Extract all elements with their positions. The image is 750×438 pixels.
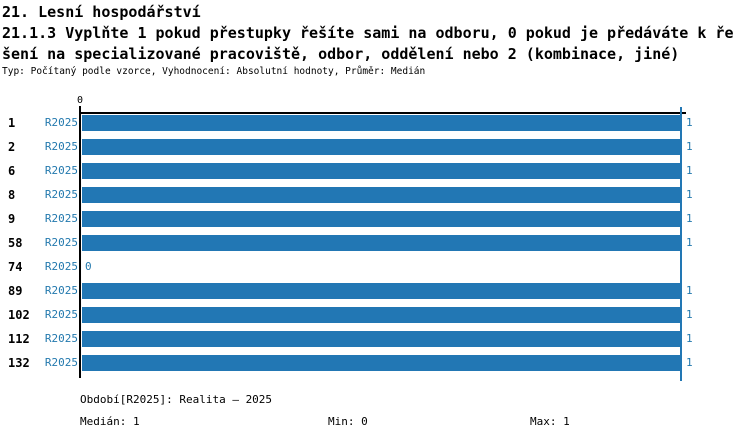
max-value-gridline (680, 107, 682, 381)
bar (82, 283, 680, 299)
row-category-label: 8 (8, 188, 16, 202)
row-series-label: R2025 (44, 260, 78, 273)
stat-median: Medián: 1 (80, 415, 140, 428)
row-category-label: 89 (8, 284, 23, 298)
x-axis-line (79, 112, 686, 114)
bar (82, 139, 680, 155)
bar-value-label: 1 (686, 308, 693, 321)
bar-value-label: 1 (686, 188, 693, 201)
bar (82, 187, 680, 203)
row-category-label: 6 (8, 164, 16, 178)
question-title-line2: šení na specializované pracoviště, odbor… (2, 45, 680, 63)
stat-max: Max: 1 (530, 415, 570, 428)
row-series-label: R2025 (44, 116, 78, 129)
row-series-label: R2025 (44, 212, 78, 225)
bar (82, 115, 680, 131)
x-axis-tick-label-zero: 0 (76, 95, 84, 106)
row-category-label: 112 (8, 332, 30, 346)
period-legend: Období[R2025]: Realita – 2025 (80, 393, 273, 406)
row-series-label: R2025 (44, 140, 78, 153)
bar (82, 235, 680, 251)
row-category-label: 2 (8, 140, 16, 154)
y-axis-line (79, 106, 81, 378)
row-category-label: 1 (8, 116, 16, 130)
bar-value-label: 1 (686, 332, 693, 345)
row-category-label: 102 (8, 308, 30, 322)
bar (82, 331, 680, 347)
bar-value-label: 1 (686, 356, 693, 369)
bar-value-label: 1 (686, 212, 693, 225)
section-title: 21. Lesní hospodářství (2, 3, 201, 21)
chart-meta-info: Typ: Počítaný podle vzorce, Vyhodnocení:… (2, 66, 426, 77)
row-series-label: R2025 (44, 332, 78, 345)
bar (82, 355, 680, 371)
row-series-label: R2025 (44, 308, 78, 321)
bar-value-label: 1 (686, 284, 693, 297)
row-series-label: R2025 (44, 236, 78, 249)
row-category-label: 58 (8, 236, 23, 250)
row-series-label: R2025 (44, 188, 78, 201)
bar-value-label: 1 (686, 140, 693, 153)
bar-value-label: 1 (686, 116, 693, 129)
row-category-label: 9 (8, 212, 16, 226)
stat-min: Min: 0 (328, 415, 368, 428)
row-series-label: R2025 (44, 356, 78, 369)
question-title-line1: 21.1.3 Vyplňte 1 pokud přestupky řešíte … (2, 24, 734, 42)
bar (82, 211, 680, 227)
row-category-label: 74 (8, 260, 23, 274)
bar-value-label: 0 (85, 260, 92, 273)
row-series-label: R2025 (44, 284, 78, 297)
bar (82, 163, 680, 179)
bar-value-label: 1 (686, 236, 693, 249)
bar (82, 307, 680, 323)
row-series-label: R2025 (44, 164, 78, 177)
row-category-label: 132 (8, 356, 30, 370)
bar-value-label: 1 (686, 164, 693, 177)
